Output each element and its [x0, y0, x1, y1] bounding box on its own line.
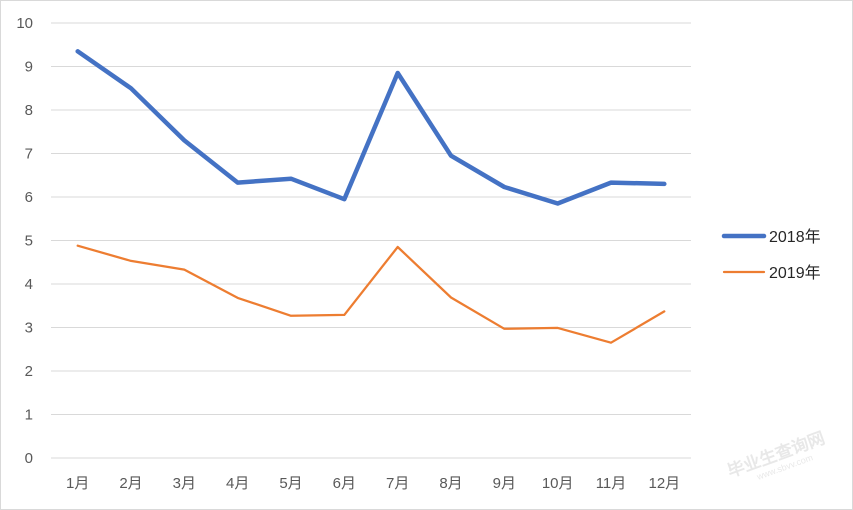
x-tick-label: 10月: [542, 475, 574, 492]
x-tick-label: 9月: [493, 475, 516, 492]
y-tick-label: 7: [25, 146, 33, 163]
x-tick-label: 5月: [279, 475, 302, 492]
y-tick-label: 4: [25, 276, 33, 293]
legend: 2018年 2019年: [721, 228, 821, 282]
series-lines: [75, 49, 667, 344]
legend-label: 2019年: [769, 264, 821, 282]
x-tick-label: 6月: [333, 475, 356, 492]
y-tick-label: 3: [25, 320, 33, 337]
y-tick-label: 5: [25, 233, 33, 250]
legend-label: 2018年: [769, 228, 821, 246]
gridlines: [51, 22, 691, 459]
series-line-2019年: [76, 244, 666, 344]
x-tick-label: 12月: [648, 475, 680, 492]
x-tick-label: 4月: [226, 475, 249, 492]
y-tick-label: 0: [25, 450, 33, 467]
x-tick-label: 11月: [596, 475, 627, 492]
x-axis-ticks: 1月 2月 3月 4月 5月 6月 7月 8月 9月 10月 11月 12月: [66, 475, 680, 492]
series-line-2018年: [75, 49, 667, 206]
y-tick-label: 9: [25, 59, 33, 76]
x-tick-label: 1月: [66, 475, 89, 492]
y-tick-label: 6: [25, 189, 33, 206]
x-tick-label: 3月: [173, 475, 196, 492]
x-tick-label: 7月: [386, 475, 409, 492]
y-tick-label: 1: [25, 407, 33, 424]
y-tick-label: 10: [16, 15, 33, 32]
y-tick-label: 2: [25, 363, 33, 380]
y-axis-ticks: 0 1 2 3 4 5 6 7 8 9 10: [16, 15, 33, 467]
y-tick-label: 8: [25, 102, 33, 119]
x-tick-label: 8月: [439, 475, 462, 492]
x-tick-label: 2月: [119, 475, 142, 492]
